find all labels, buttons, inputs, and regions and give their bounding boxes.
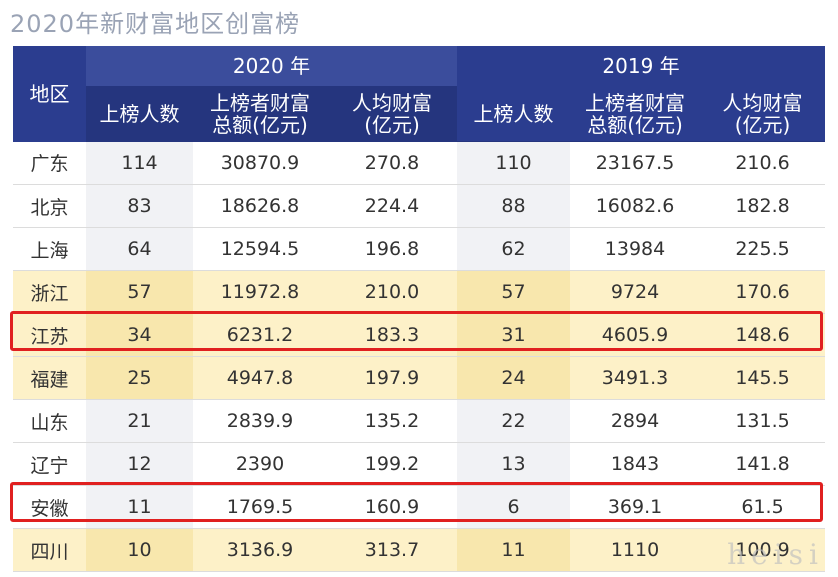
count-2019-cell: 6 (457, 485, 571, 529)
total-2019-cell: 369.1 (570, 485, 701, 529)
total-2020-cell: 1769.5 (193, 485, 327, 529)
header-total-2019: 上榜者财富 总额(亿元) (570, 86, 701, 142)
region-cell: 江苏 (13, 313, 86, 357)
avg-2020-cell: 160.9 (327, 485, 458, 529)
table-row: 江苏 34 6231.2 183.3 31 4605.9 148.6 (13, 313, 826, 357)
count-2020-cell: 12 (86, 442, 193, 486)
total-2020-cell: 4947.8 (193, 356, 327, 400)
table-row: 安徽 11 1769.5 160.9 6 369.1 61.5 (13, 485, 826, 529)
count-2019-cell: 22 (457, 399, 571, 443)
avg-2019-cell: 141.8 (700, 442, 826, 486)
header-count-2020: 上榜人数 (86, 86, 193, 142)
header-avg-2020: 人均财富 (亿元) (327, 86, 458, 142)
header-region: 地区 (13, 46, 86, 142)
table-row: 北京 83 18626.8 224.4 88 16082.6 182.8 (13, 184, 826, 228)
total-2019-cell: 9724 (570, 270, 701, 314)
header-year-2019: 2019 年 (457, 46, 826, 86)
wealth-ranking-table: 地区 2020 年 2019 年 上榜人数 上榜者财富 总额(亿元) 人均财富 (亿… (13, 46, 826, 572)
avg-2019-cell: 182.8 (700, 184, 826, 228)
count-2020-cell: 83 (86, 184, 193, 228)
avg-2019-cell: 170.6 (700, 270, 826, 314)
page-title: 2020年新财富地区创富榜 (10, 10, 301, 38)
table-row: 上海 64 12594.5 196.8 62 13984 225.5 (13, 227, 826, 271)
count-2020-cell: 21 (86, 399, 193, 443)
avg-2020-cell: 199.2 (327, 442, 458, 486)
total-2020-cell: 11972.8 (193, 270, 327, 314)
total-2019-cell: 1110 (570, 528, 701, 572)
table-row: 福建 25 4947.8 197.9 24 3491.3 145.5 (13, 356, 826, 400)
avg-2019-cell: 210.6 (700, 141, 826, 185)
count-2020-cell: 10 (86, 528, 193, 572)
table-row: 四川 10 3136.9 313.7 11 1110 100.9 (13, 528, 826, 572)
total-2020-cell: 6231.2 (193, 313, 327, 357)
total-2019-cell: 16082.6 (570, 184, 701, 228)
count-2019-cell: 31 (457, 313, 571, 357)
total-2019-cell: 3491.3 (570, 356, 701, 400)
count-2020-cell: 114 (86, 141, 193, 185)
count-2019-cell: 11 (457, 528, 571, 572)
avg-2019-cell: 225.5 (700, 227, 826, 271)
total-2020-cell: 12594.5 (193, 227, 327, 271)
region-cell: 福建 (13, 356, 86, 400)
region-cell: 北京 (13, 184, 86, 228)
total-2019-cell: 2894 (570, 399, 701, 443)
region-cell: 广东 (13, 141, 86, 185)
region-cell: 四川 (13, 528, 86, 572)
watermark: heisi (727, 538, 824, 571)
table-row: 浙江 57 11972.8 210.0 57 9724 170.6 (13, 270, 826, 314)
count-2019-cell: 110 (457, 141, 571, 185)
header-year-2020: 2020 年 (86, 46, 458, 86)
total-2019-cell: 13984 (570, 227, 701, 271)
avg-2019-cell: 148.6 (700, 313, 826, 357)
table-row: 辽宁 12 2390 199.2 13 1843 141.8 (13, 442, 826, 486)
avg-2020-cell: 196.8 (327, 227, 458, 271)
header-avg-2019: 人均财富 (亿元) (700, 86, 826, 142)
avg-2020-cell: 183.3 (327, 313, 458, 357)
header-count-2019: 上榜人数 (457, 86, 571, 142)
count-2019-cell: 13 (457, 442, 571, 486)
count-2019-cell: 24 (457, 356, 571, 400)
total-2020-cell: 2839.9 (193, 399, 327, 443)
avg-2019-cell: 145.5 (700, 356, 826, 400)
avg-2020-cell: 224.4 (327, 184, 458, 228)
region-cell: 安徽 (13, 485, 86, 529)
count-2020-cell: 25 (86, 356, 193, 400)
avg-2019-cell: 100.9 (700, 528, 826, 572)
count-2019-cell: 88 (457, 184, 571, 228)
header-total-2020: 上榜者财富 总额(亿元) (193, 86, 327, 142)
region-cell: 山东 (13, 399, 86, 443)
count-2020-cell: 34 (86, 313, 193, 357)
avg-2020-cell: 135.2 (327, 399, 458, 443)
region-cell: 浙江 (13, 270, 86, 314)
count-2020-cell: 57 (86, 270, 193, 314)
region-cell: 辽宁 (13, 442, 86, 486)
total-2020-cell: 3136.9 (193, 528, 327, 572)
total-2019-cell: 23167.5 (570, 141, 701, 185)
region-cell: 上海 (13, 227, 86, 271)
total-2020-cell: 30870.9 (193, 141, 327, 185)
count-2019-cell: 57 (457, 270, 571, 314)
total-2019-cell: 1843 (570, 442, 701, 486)
avg-2019-cell: 131.5 (700, 399, 826, 443)
total-2019-cell: 4605.9 (570, 313, 701, 357)
count-2020-cell: 11 (86, 485, 193, 529)
count-2020-cell: 64 (86, 227, 193, 271)
avg-2019-cell: 61.5 (700, 485, 826, 529)
avg-2020-cell: 197.9 (327, 356, 458, 400)
table-row: 山东 21 2839.9 135.2 22 2894 131.5 (13, 399, 826, 443)
count-2019-cell: 62 (457, 227, 571, 271)
avg-2020-cell: 313.7 (327, 528, 458, 572)
total-2020-cell: 18626.8 (193, 184, 327, 228)
total-2020-cell: 2390 (193, 442, 327, 486)
table-row: 广东 114 30870.9 270.8 110 23167.5 210.6 (13, 141, 826, 185)
avg-2020-cell: 210.0 (327, 270, 458, 314)
avg-2020-cell: 270.8 (327, 141, 458, 185)
